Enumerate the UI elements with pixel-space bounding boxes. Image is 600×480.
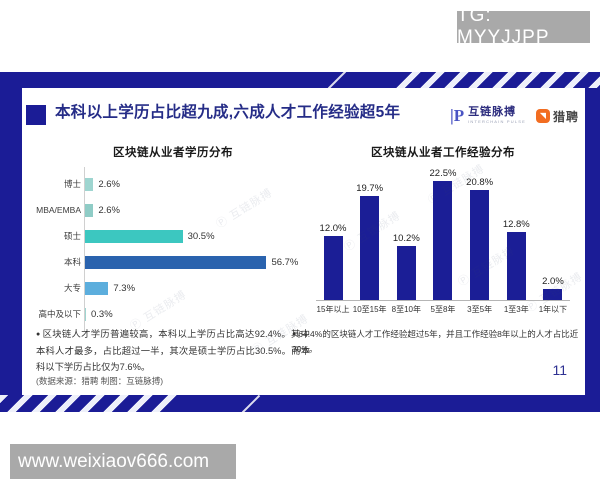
value-label: 2.0% [542, 276, 564, 288]
experience-column: 2.0% [536, 276, 570, 300]
title-square-marker [26, 105, 46, 125]
page-number: 11 [552, 362, 567, 378]
education-row: 博士 2.6% [35, 171, 311, 197]
value-label: 56.7% [271, 256, 299, 268]
vbar [506, 232, 526, 300]
interchain-pulse-logo: |P 互链脉搏 INTERCHAIN PULSE [450, 106, 526, 126]
category-label: 高中及以下 [38, 309, 81, 319]
value-label: 7.3% [113, 282, 136, 294]
tg-contact-badge: TG: MYYJJPP [457, 5, 590, 48]
slide-frame: 本科以上学历占比超九成,六成人才工作经验超5年 |P 互链脉搏 INTERCHA… [0, 72, 600, 412]
education-row: 本科 56.7% [35, 249, 311, 275]
diagonal-line-bottom [241, 394, 261, 412]
vbar [433, 180, 453, 300]
interchain-pulse-name: 互链脉搏 [468, 106, 517, 118]
category-label: 8至10年 [391, 305, 421, 314]
category-label: 5至8年 [430, 305, 456, 314]
education-chart-rows: 博士 2.6% MBA/EMBA 2.6% 硕士 30.5% 本科 56.7% 大专 7.3% 高中… [35, 167, 311, 331]
diagonal-line-top [327, 72, 347, 90]
value-label: 0.3% [91, 308, 113, 320]
slide-title: 本科以上学历占比超九成,六成人才工作经验超5年 [55, 104, 401, 121]
interchain-pulse-subtitle: INTERCHAIN PULSE [468, 119, 526, 124]
experience-note: ● 64.4%的区块链人才工作经验超过5年，并且工作经验8年以上的人才占比近30%… [292, 327, 582, 356]
value-label: 12.0% [319, 223, 347, 235]
hbar [85, 177, 94, 191]
experience-distribution-chart: 区块链从业者工作经验分布 12.0% 19.7% 10.2% 22.5% 20.8% 12… [316, 144, 570, 314]
category-label: 1年以下 [538, 305, 568, 314]
interchain-pulse-icon: |P [449, 106, 465, 125]
hbar [85, 281, 109, 295]
slide-card: 本科以上学历占比超九成,六成人才工作经验超5年 |P 互链脉搏 INTERCHA… [22, 88, 585, 395]
liepin-icon: ◥ [535, 109, 550, 123]
value-label: 10.2% [392, 232, 420, 244]
bullet-icon: ● [292, 331, 297, 338]
experience-column: 22.5% [426, 168, 460, 300]
education-note-text: 区块链人才学历普遍较高，本科以上学历占比高达92.4%。其中本科人才最多，占比超… [36, 329, 310, 372]
experience-note-text: 64.4%的区块链人才工作经验超过5年，并且工作经验8年以上的人才占比近30%。 [292, 329, 579, 354]
hbar [85, 203, 94, 217]
stripe-decoration-bottom [0, 395, 186, 412]
logo-group: |P 互链脉搏 INTERCHAIN PULSE ◥ 猎聘 [450, 106, 579, 126]
experience-chart-bars: 12.0% 19.7% 10.2% 22.5% 20.8% 12.8% 2.0% [316, 168, 570, 301]
value-label: 2.6% [98, 204, 120, 216]
hbar [85, 255, 267, 269]
value-label: 19.7% [356, 182, 384, 194]
education-row: MBA/EMBA 2.6% [35, 197, 311, 223]
education-note: ● 区块链人才学历普遍较高，本科以上学历占比高达92.4%。其中本科人才最多，占比… [36, 326, 310, 375]
category-label: 大专 [63, 283, 81, 293]
education-row: 硕士 30.5% [35, 223, 311, 249]
hbar [85, 307, 86, 321]
value-label: 12.8% [502, 219, 530, 231]
education-chart-title: 区块链从业者学历分布 [113, 147, 233, 159]
education-row: 大专 7.3% [35, 275, 311, 301]
vbar [470, 189, 490, 300]
education-chart-axis [84, 167, 85, 331]
liepin-icon-glyph: ◥ [539, 111, 547, 120]
category-label: 15年以上 [316, 305, 350, 314]
category-label: 硕士 [63, 231, 81, 241]
experience-chart-xlabels: 15年以上 10至15年 8至10年 5至8年 3至5年 1至3年 1年以下 [316, 304, 570, 315]
experience-column: 12.0% [316, 223, 350, 300]
category-label: 1至3年 [503, 305, 529, 314]
category-label: 本科 [63, 257, 81, 267]
category-label: 10至15年 [352, 305, 387, 314]
bullet-icon: ● [36, 331, 41, 338]
experience-chart-title: 区块链从业者工作经验分布 [371, 147, 515, 159]
vbar [360, 195, 380, 300]
hbar [85, 229, 183, 243]
value-label: 20.8% [466, 176, 494, 188]
experience-column: 10.2% [389, 233, 423, 300]
value-label: 2.6% [98, 178, 120, 190]
experience-column: 20.8% [463, 177, 497, 300]
education-distribution-chart: 区块链从业者学历分布 博士 2.6% MBA/EMBA 2.6% 硕士 30.5% 本科 56… [35, 144, 311, 331]
vbar [543, 289, 563, 300]
liepin-name: 猎聘 [552, 109, 579, 124]
experience-column: 19.7% [353, 183, 387, 300]
vbar [396, 245, 416, 300]
category-label: MBA/EMBA [36, 205, 81, 215]
value-label: 22.5% [429, 167, 457, 179]
experience-column: 12.8% [499, 219, 533, 300]
liepin-logo: ◥ 猎聘 [535, 108, 579, 125]
data-source-note: (数据来源：猎聘 制图：互链脉搏) [36, 376, 164, 386]
stripe-decoration-top [388, 72, 600, 88]
education-row: 高中及以下 0.3% [35, 301, 311, 327]
category-label: 博士 [63, 179, 81, 189]
value-label: 30.5% [187, 230, 215, 242]
vbar [323, 236, 343, 300]
website-badge: www.weixiaov666.com [10, 444, 236, 479]
category-label: 3至5年 [467, 305, 493, 314]
